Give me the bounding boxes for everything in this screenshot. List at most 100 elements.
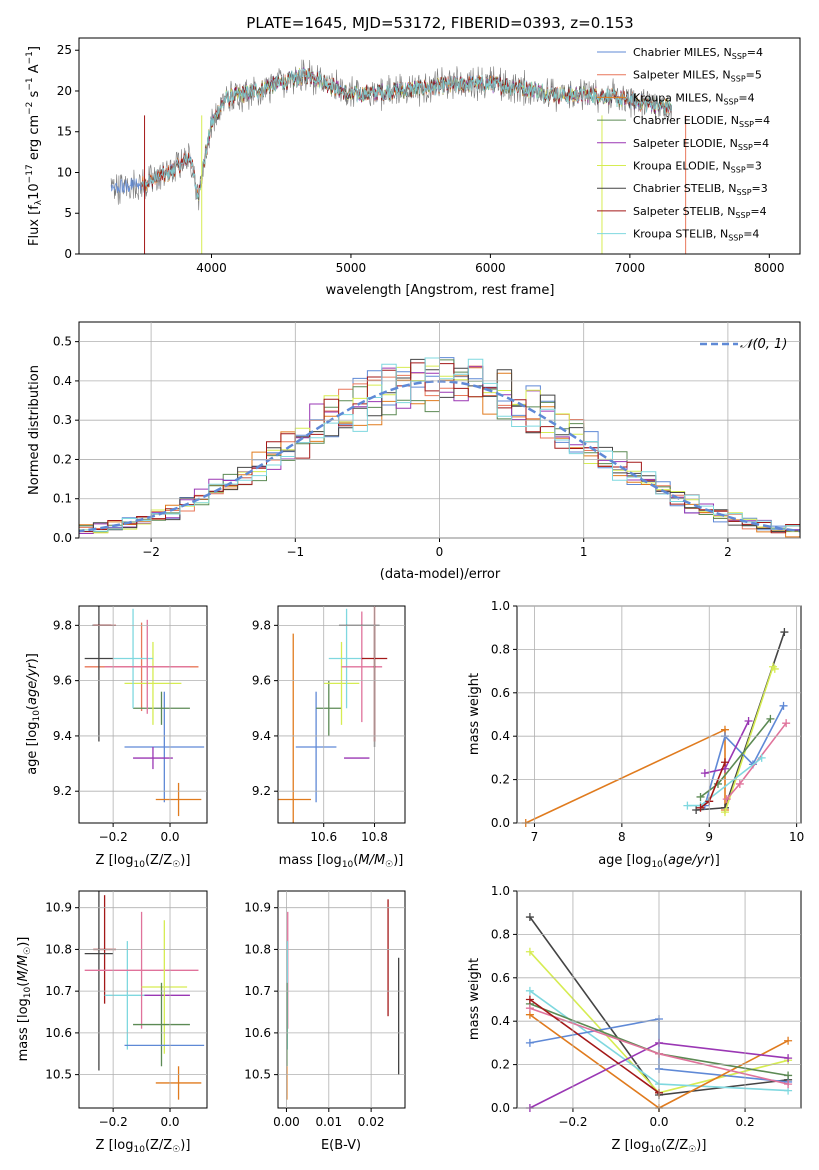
legend-label: Salpeter ELODIE, NSSP=4 [633, 137, 769, 152]
weight-marker-pink [782, 719, 791, 728]
y-tick-label: 0.8 [491, 642, 510, 656]
weight-marker-salpeter_stelib [696, 803, 705, 812]
y-tick-label: 1.0 [491, 599, 510, 613]
weight-marker-salpeter_stelib [720, 758, 729, 767]
legend-subscript: SSP [731, 166, 746, 175]
legend-subscript: SSP [737, 188, 752, 197]
z-mass-panel: −0.2 0.0 10.5 10.6 10.7 10.8 10.9 Z [log10(Z/Z… [16, 890, 208, 1155]
x-tick-label: −2 [142, 545, 160, 559]
y-tick-label: 9.2 [53, 784, 72, 798]
y-tick-label: 10.7 [244, 984, 271, 998]
legend-label: Chabrier STELIB, NSSP=3 [633, 182, 768, 197]
weight-marker-chabrier_stelib [692, 805, 701, 814]
x-tick-label: 0 [436, 545, 444, 559]
legend-value: =4 [753, 137, 769, 150]
y-tick-label: 10.8 [45, 942, 72, 956]
y-tick-label: 0.8 [491, 927, 510, 941]
legend-value: =3 [746, 160, 762, 173]
weight-marker-kroupa_stelib [683, 801, 692, 810]
x-tick-label: −0.2 [558, 1115, 587, 1129]
y-tick-label: 9.2 [252, 784, 271, 798]
weight-marker-salpeter_elodie [784, 1054, 793, 1063]
x-tick-label: 10 [789, 830, 804, 844]
mass-age-panel: 10.6 10.8 9.2 9.4 9.6 9.8 mass [log10(M/M☉)] [252, 605, 406, 870]
spectrum-legend: Chabrier MILES, NSSP=4 Salpeter MILES, NS… [597, 46, 770, 243]
weight-marker-kroupa_miles [784, 1036, 793, 1045]
legend-label: Chabrier ELODIE, NSSP=4 [633, 114, 770, 129]
y-tick-label: 20 [57, 84, 72, 98]
y-tick-label: 10.5 [244, 1068, 271, 1082]
weight-marker-pink [784, 1080, 793, 1089]
x-tick-label: 6000 [475, 261, 506, 275]
spectrum-panel: PLATE=1645, MJD=53172, FIBERID=0393, z=0… [25, 14, 801, 298]
y-tick-label: 9.8 [252, 618, 271, 632]
y-tick-label: 9.4 [252, 729, 271, 743]
weight-marker-salpeter_stelib [525, 995, 534, 1004]
weight-marker-pink [722, 795, 731, 804]
histogram-xlabel: (data-model)/error [380, 567, 501, 582]
weight-marker-chabrier_elodie [696, 792, 705, 801]
z-weight-xlabel: Z [log10(Z/Z☉)] [612, 1138, 707, 1155]
weight-marker-salpeter_elodie [744, 717, 753, 726]
z-mass-xlabel: Z [log10(Z/Z☉)] [96, 1138, 191, 1155]
spectrum-ylabel: Flux [fλ10−17 erg cm−2 s−1 A−1] [25, 46, 44, 246]
y-tick-label: 10.6 [45, 1026, 72, 1040]
legend-subscript: SSP [728, 234, 743, 243]
x-tick-label: −0.2 [99, 1115, 128, 1129]
age-weight-ylabel: mass weight [467, 673, 482, 755]
age-weight-panel: 7 8 9 10 0.0 0.2 0.4 0.6 0.8 1.0 age [log10(age/y… [467, 599, 804, 870]
y-tick-label: 0.2 [53, 452, 72, 466]
weight-marker-chabrier_stelib [780, 628, 789, 637]
y-tick-label: 10.9 [244, 901, 271, 915]
y-tick-label: 1.0 [491, 884, 510, 898]
legend-label: Kroupa ELODIE, NSSP=3 [633, 160, 762, 175]
x-tick-label: 10.6 [310, 830, 337, 844]
y-tick-label: 0.3 [53, 413, 72, 427]
x-tick-label: 0.01 [315, 1115, 342, 1129]
x-tick-label: 7 [531, 830, 539, 844]
legend-value: =4 [738, 91, 754, 104]
y-tick-label: 0.6 [491, 971, 510, 985]
histogram-legend: 𝒩(0, 1) [700, 337, 787, 352]
legend-value: =4 [754, 114, 770, 127]
x-tick-label: 0.2 [736, 1115, 755, 1129]
z-age-frame [78, 605, 208, 824]
legend-label: Salpeter MILES, NSSP=5 [633, 69, 762, 84]
z-weight-panel: −0.2 0.0 0.2 0.0 0.2 0.4 0.6 0.8 1.0 Z [log10(Z/… [467, 884, 802, 1155]
x-tick-label: 0.02 [358, 1115, 385, 1129]
z-mass-ticks: −0.2 0.0 10.5 10.6 10.7 10.8 10.9 [45, 891, 207, 1129]
weight-marker-chabrier_miles [525, 1038, 534, 1047]
z-mass-ylabel: mass [log10(M/M☉)] [16, 937, 33, 1062]
legend-subscript: SSP [732, 52, 747, 61]
z-mass-plot-area [84, 891, 205, 1100]
legend-value: =3 [752, 182, 768, 195]
weight-marker-chabrier_stelib [525, 913, 534, 922]
y-tick-label: 5 [64, 206, 72, 220]
legend-subscript: SSP [738, 143, 753, 152]
spectrum-plot-area [110, 59, 687, 254]
y-tick-label: 0.1 [53, 492, 72, 506]
histogram-panel: −2 −1 0 1 2 0.0 0.1 0.2 0.3 0.4 0.5 (data-model)/e… [27, 321, 801, 582]
y-tick-label: 9.8 [53, 618, 72, 632]
x-tick-label: 7000 [615, 261, 646, 275]
weight-marker-kroupa_stelib [525, 986, 534, 995]
y-tick-label: 0.5 [53, 335, 72, 349]
model-spectrum-kroupa_stelib [141, 68, 673, 199]
y-tick-label: 0.0 [491, 816, 510, 830]
legend-subscript: SSP [723, 97, 738, 106]
weight-marker-chabrier_elodie [766, 714, 775, 723]
x-tick-label: 10.8 [361, 830, 388, 844]
y-tick-label: 10.7 [45, 984, 72, 998]
z-weight-ylabel: mass weight [467, 958, 482, 1040]
weight-marker-kroupa_stelib [757, 753, 766, 762]
weight-marker-chabrier_miles [779, 701, 788, 710]
legend-label: Kroupa STELIB, NSSP=4 [633, 228, 759, 243]
legend-value: =4 [743, 228, 759, 241]
legend-value: =4 [750, 205, 766, 218]
mass-age-frame [277, 605, 406, 824]
legend-label: Salpeter STELIB, NSSP=4 [633, 205, 767, 220]
z-mass-frame [78, 890, 208, 1109]
x-tick-label: 8000 [754, 261, 785, 275]
legend-value: =5 [746, 69, 762, 82]
legend-subscript: SSP [735, 211, 750, 220]
